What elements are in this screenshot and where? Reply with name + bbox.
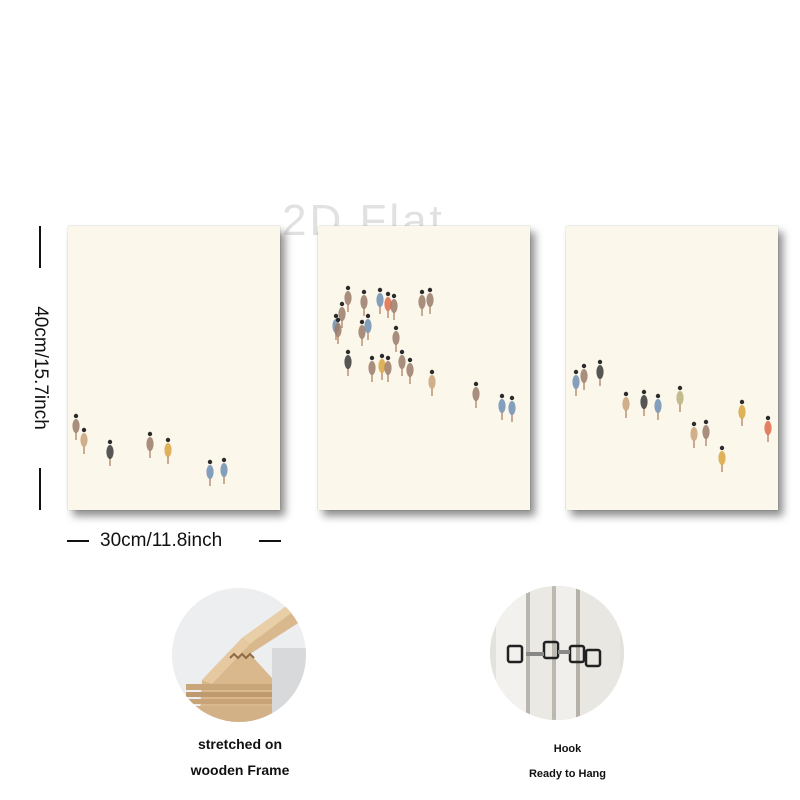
painted-figure [508,395,516,422]
width-dimension-left-bar [67,540,89,542]
right-canvas [566,226,778,510]
painted-figure [72,413,80,440]
painted-figure [106,439,114,466]
wooden-frame-icon [172,588,306,722]
hook-caption-line2: Ready to Hang [528,768,606,780]
painted-figure [498,393,506,420]
painted-figure [360,289,368,316]
width-dimension: 30cm/11.8inch [64,528,284,554]
hook-icon [490,586,624,720]
painted-figure [654,393,662,420]
painted-figure [764,415,772,442]
painted-figure [690,421,698,448]
wooden-frame-photo [172,588,306,722]
width-label: 30cm/11.8inch [100,530,223,551]
painted-figure [390,293,398,320]
painted-figure [622,391,630,418]
painted-figure [220,457,228,484]
height-dimension-bottom-bar [39,468,41,510]
painted-figure [146,431,154,458]
painted-figure [640,389,648,416]
painted-figure [738,399,746,426]
left-canvas-figures [72,413,228,486]
height-dimension: 40cm/15.7inch [22,226,58,510]
height-label: 40cm/15.7inch [30,306,51,430]
painted-figure [702,419,710,446]
height-dimension-top-bar [39,226,41,268]
painted-figure [80,427,88,454]
width-dimension-right-bar [259,540,281,542]
painted-figure [398,349,406,376]
painted-figure [572,369,580,396]
painted-figure [384,291,392,318]
painted-figure [384,355,392,382]
right-canvas-figures [572,359,772,472]
painted-figure [718,445,726,472]
frame-caption-line2: wooden Frame [190,762,290,778]
frame-caption: stretched on wooden Frame [160,731,320,783]
painted-figure [206,459,214,486]
painted-figure [364,313,372,340]
painted-figure [472,381,480,408]
painted-figure [596,359,604,386]
painted-figure [418,289,426,316]
hook-caption-line1: Hook [553,743,582,755]
painted-figure [406,357,414,384]
painted-figure [376,287,384,314]
center-canvas-figures [332,285,516,422]
painted-figure [428,369,436,396]
painted-figure [580,363,588,390]
frame-caption-line1: stretched on [197,736,282,752]
painted-figure [164,437,172,464]
painted-figure [426,287,434,314]
painted-figure [378,353,386,380]
painted-figure [334,317,342,344]
painted-figure [392,325,400,352]
painted-figure [344,349,352,376]
hook-photo [490,586,624,720]
painted-figure [676,385,684,412]
hook-caption: Hook Ready to Hang [500,737,635,787]
painted-figure [344,285,352,312]
left-canvas [68,226,280,510]
painted-figure [358,319,366,346]
center-canvas [318,226,530,510]
painted-figure [338,301,346,328]
painted-figure [368,355,376,382]
